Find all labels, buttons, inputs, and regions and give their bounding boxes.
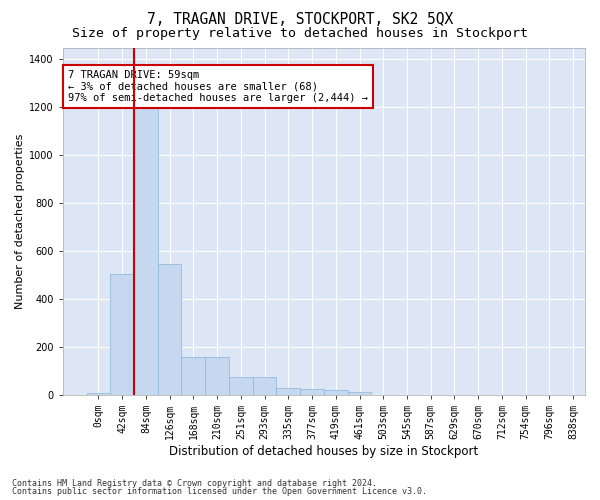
Text: 7 TRAGAN DRIVE: 59sqm
← 3% of detached houses are smaller (68)
97% of semi-detac: 7 TRAGAN DRIVE: 59sqm ← 3% of detached h… bbox=[68, 70, 368, 103]
Bar bbox=[110, 274, 134, 394]
Bar bbox=[181, 357, 205, 395]
Bar bbox=[229, 376, 253, 394]
Bar bbox=[324, 390, 347, 394]
X-axis label: Distribution of detached houses by size in Stockport: Distribution of detached houses by size … bbox=[169, 444, 479, 458]
Bar bbox=[158, 264, 181, 394]
Bar bbox=[205, 357, 229, 395]
Bar bbox=[86, 393, 110, 394]
Bar bbox=[134, 104, 158, 395]
Y-axis label: Number of detached properties: Number of detached properties bbox=[15, 134, 25, 309]
Text: Contains public sector information licensed under the Open Government Licence v3: Contains public sector information licen… bbox=[12, 487, 427, 496]
Text: Size of property relative to detached houses in Stockport: Size of property relative to detached ho… bbox=[72, 28, 528, 40]
Bar bbox=[253, 376, 277, 394]
Text: 7, TRAGAN DRIVE, STOCKPORT, SK2 5QX: 7, TRAGAN DRIVE, STOCKPORT, SK2 5QX bbox=[147, 12, 453, 28]
Text: Contains HM Land Registry data © Crown copyright and database right 2024.: Contains HM Land Registry data © Crown c… bbox=[12, 478, 377, 488]
Bar bbox=[277, 388, 300, 394]
Bar bbox=[300, 389, 324, 394]
Bar bbox=[347, 392, 371, 394]
